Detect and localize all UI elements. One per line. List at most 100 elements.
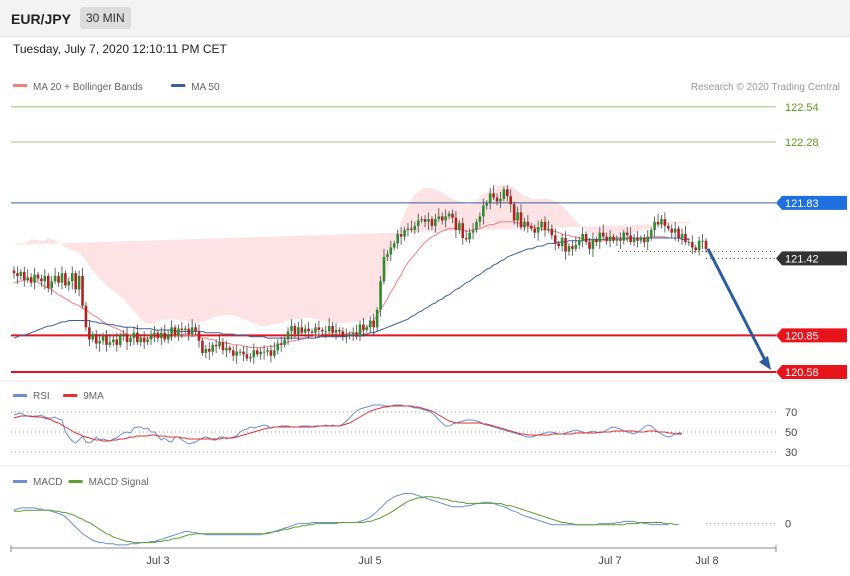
candle-body xyxy=(410,228,413,230)
candle-body xyxy=(382,256,386,282)
candle-body xyxy=(434,219,437,226)
candle-body xyxy=(471,229,475,233)
pivot-level-label: 121.83 xyxy=(785,198,819,210)
candle-body xyxy=(653,221,656,230)
candle-body xyxy=(300,327,304,333)
candle-body xyxy=(375,309,379,328)
candle-body xyxy=(574,244,578,249)
candle-body xyxy=(324,331,328,333)
candle-body xyxy=(129,338,132,343)
candle-body xyxy=(64,273,67,286)
candle-body xyxy=(488,193,492,203)
candle-body xyxy=(136,332,139,343)
candle-body xyxy=(344,335,348,337)
candle-body xyxy=(591,239,595,249)
candle-body xyxy=(420,219,423,221)
candle-body xyxy=(122,334,125,336)
candle-body xyxy=(238,351,242,353)
rsi-tick-label: 50 xyxy=(785,427,797,439)
candle-body xyxy=(553,235,557,244)
candle-body xyxy=(485,202,489,206)
candle-body xyxy=(423,219,427,222)
copyright-text: Research © 2020 Trading Central xyxy=(691,82,840,93)
legend-label: MA 50 xyxy=(191,82,220,93)
support-level-badge xyxy=(776,328,847,343)
candle-body xyxy=(506,189,509,197)
rsi-tick-label: 30 xyxy=(785,447,797,459)
candle-body xyxy=(249,357,252,359)
candle-body xyxy=(512,204,516,221)
candle-body xyxy=(36,274,40,279)
candle-body xyxy=(12,270,16,274)
legend-swatch xyxy=(13,84,27,87)
rsi-ma-line xyxy=(13,405,682,442)
candle-body xyxy=(112,339,115,343)
candle-body xyxy=(115,339,119,345)
candle-body xyxy=(331,325,334,333)
candle-body xyxy=(660,219,663,225)
candle-body xyxy=(694,247,698,251)
candle-body xyxy=(197,331,201,341)
legend-swatch xyxy=(13,394,27,397)
candle-body xyxy=(584,233,588,243)
candle-body xyxy=(646,236,650,243)
candle-body xyxy=(588,242,591,249)
candle-body xyxy=(321,330,324,332)
candle-body xyxy=(547,228,550,230)
candle-body xyxy=(88,327,91,340)
candle-body xyxy=(649,229,653,237)
candle-body xyxy=(536,227,540,233)
candle-body xyxy=(177,328,180,336)
candle-body xyxy=(581,233,584,241)
candle-body xyxy=(43,275,47,282)
candle-body xyxy=(273,350,276,356)
candle-body xyxy=(629,235,632,243)
candle-body xyxy=(286,331,290,340)
candle-body xyxy=(560,238,564,247)
candle-body xyxy=(351,332,355,335)
candle-body xyxy=(701,240,704,242)
candle-body xyxy=(29,277,33,283)
candle-body xyxy=(53,275,57,282)
candle-body xyxy=(242,351,245,355)
symbol-label: EUR/JPY xyxy=(11,11,71,27)
candle-body xyxy=(235,351,238,356)
candle-body xyxy=(444,216,447,221)
candle-body xyxy=(252,350,256,358)
candle-body xyxy=(704,240,708,249)
interval-button[interactable]: 30 MIN xyxy=(80,7,131,29)
candle-body xyxy=(567,246,571,252)
candle-body xyxy=(413,225,417,230)
candle-body xyxy=(183,328,187,331)
candle-body xyxy=(276,343,280,351)
candle-body xyxy=(478,216,482,222)
candle-body xyxy=(187,328,191,335)
time-tick-label: Jul 5 xyxy=(358,555,381,567)
candle-body xyxy=(163,332,167,340)
candle-body xyxy=(170,327,173,335)
rsi-tick-label: 70 xyxy=(785,407,797,419)
candle-body xyxy=(327,325,331,332)
candle-body xyxy=(529,225,533,229)
candle-body xyxy=(612,236,615,241)
candle-body xyxy=(293,325,297,335)
candle-body xyxy=(166,334,170,340)
candle-body xyxy=(22,271,26,280)
macd-signal-line xyxy=(14,496,679,544)
candle-body xyxy=(526,221,530,226)
support-level-label: 120.85 xyxy=(785,330,819,342)
candle-body xyxy=(50,281,53,289)
candle-body xyxy=(16,273,19,276)
candle-body xyxy=(139,338,143,343)
ma20-line xyxy=(13,221,690,349)
legend-label: RSI xyxy=(33,391,50,402)
projection-arrow-head xyxy=(759,355,771,370)
macd-tick-label: 0 xyxy=(785,519,791,531)
candle-body xyxy=(60,273,64,283)
candle-body xyxy=(245,354,249,359)
candle-body xyxy=(643,238,646,243)
candle-body xyxy=(475,221,478,230)
candle-body xyxy=(447,213,451,217)
candle-body xyxy=(355,332,358,337)
candle-body xyxy=(365,327,369,331)
